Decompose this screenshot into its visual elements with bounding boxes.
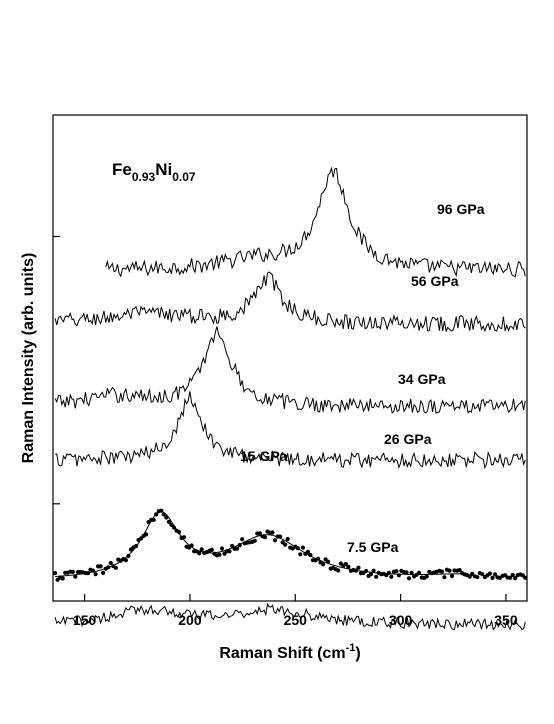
data-point [283,542,288,547]
pressure-label: 96 GPa [437,201,485,217]
pressure-label: 26 GPa [384,431,432,447]
data-point [199,547,204,552]
plot-frame [52,114,528,602]
data-point [235,546,240,551]
data-point [217,552,222,557]
y-axis-ticks [53,235,60,505]
data-point [487,571,492,576]
data-point [442,575,447,580]
data-point [166,519,171,524]
data-point [457,568,462,573]
data-point [240,537,245,542]
data-point [389,574,394,579]
data-point [108,560,113,566]
data-point [409,570,414,576]
data-point [449,573,455,579]
data-point [93,572,98,577]
pressure-label: 34 GPa [398,371,446,387]
data-point [523,575,528,580]
data-point [197,551,202,556]
data-point [404,570,409,575]
data-point [144,532,149,537]
data-point [406,576,412,581]
data-point [386,570,391,576]
data-point [371,568,376,573]
x-tick-label: 200 [178,612,202,628]
data-point [285,536,290,542]
data-point [101,570,106,576]
data-point [394,569,399,574]
data-point [321,562,326,567]
data-point [490,575,495,581]
spectrum-line [55,391,526,470]
data-point [424,574,429,579]
data-point [227,549,232,554]
data-point [60,576,65,581]
spectrum-line [105,166,526,278]
data-point [439,569,444,574]
x-tick-label: 300 [389,612,413,628]
data-point [257,531,262,536]
data-point [176,529,182,535]
data-markers-layer [53,508,528,582]
x-tick-label: 250 [284,612,308,628]
data-point [252,538,257,543]
data-point [510,572,515,578]
data-point [447,568,452,573]
data-point [113,565,118,570]
spectrum-line [54,326,526,414]
data-point [492,572,498,577]
fit-curve [55,510,466,578]
data-point [270,530,275,535]
plot-border [52,114,528,602]
data-point [98,564,103,569]
data-point [298,552,303,557]
data-point [480,572,485,577]
data-point [475,575,480,580]
spectrum-line [54,602,526,631]
data-point [346,564,351,569]
pressure-label: 7.5 GPa [347,539,399,555]
data-point [374,574,379,579]
data-point [356,565,361,570]
data-point [343,561,348,567]
data-point [467,574,472,579]
data-point [508,575,513,580]
data-point [417,570,422,576]
data-point [219,546,225,551]
data-point [209,547,214,553]
data-point [305,549,310,554]
pressure-labels-layer: 96 GPa 56 GPa 34 GPa 26 GPa 15 GPa 7.5 GPa [240,201,485,555]
data-point [300,545,305,550]
data-point [262,535,267,540]
composition-label: Fe0.93Ni0.07 [112,160,196,184]
data-point [73,574,78,579]
data-point [70,569,75,575]
data-point [53,571,58,576]
data-point [123,558,128,563]
y-axis-title: Raman Intensity (arb. units) [20,253,37,464]
data-point [336,568,341,573]
fit-curve-layer [55,510,466,578]
data-point [369,572,374,577]
spectra-layer [54,166,526,631]
data-point [272,538,278,543]
pressure-label: 56 GPa [411,273,459,289]
data-point [513,576,518,581]
spectrum-line [54,271,526,333]
pressure-label: 15 GPa [240,448,288,464]
x-axis-title: Raman Shift (cm-1) [219,642,360,662]
